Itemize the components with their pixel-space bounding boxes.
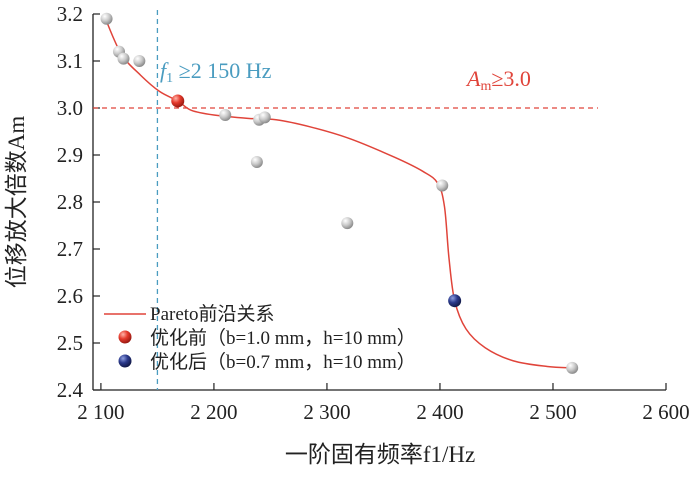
x-tick-label: 2 600 [642, 400, 689, 424]
pareto-front-line [104, 18, 573, 369]
candidate-point [566, 361, 579, 374]
candidate-point [133, 55, 146, 67]
threshold-layer [93, 10, 598, 390]
legend-label-before: 优化前（b=1.0 mm，h=10 mm） [150, 327, 416, 349]
y-tick-label: 2.4 [57, 378, 84, 402]
x-tick-label: 2 500 [529, 400, 576, 424]
y-tick-label: 2.9 [57, 143, 83, 167]
candidate-point [219, 109, 232, 122]
candidate-point [341, 217, 354, 230]
legend-label-after: 优化后（b=0.7 mm，h=10 mm） [150, 351, 416, 373]
candidate-point [100, 12, 113, 25]
candidate-point [436, 179, 449, 192]
candidate-point [117, 52, 130, 65]
y-tick-label: 3.1 [57, 49, 83, 73]
y-tick-label: 2.7 [57, 237, 83, 261]
amplification-threshold-label: Am≥3.0 [465, 66, 531, 94]
legend-marker-after [118, 354, 132, 368]
x-axis-title: 一阶固有频率f1/Hz [285, 442, 475, 467]
pareto-curve-layer [104, 18, 573, 369]
y-tick-label: 2.6 [57, 284, 83, 308]
after-optimization-point [448, 294, 462, 308]
ticks-layer: 2.4 2.5 2.6 2.7 2.8 2.9 3.0 3.1 3.2 2 100 2 200 2 3… [57, 2, 690, 424]
legend: Pareto前沿关系 优化前（b=1.0 mm，h=10 mm） 优化后（b=0… [104, 303, 416, 373]
frequency-threshold-label: f1 ≥2 150 Hz [160, 58, 272, 86]
x-tick-label: 2 200 [190, 400, 237, 424]
y-tick-label: 3.2 [57, 2, 83, 26]
x-tick-label: 2 300 [303, 400, 350, 424]
y-tick-label: 2.5 [57, 331, 83, 355]
candidate-point [250, 156, 263, 169]
y-axis-title: 位移放大倍数Am [4, 116, 29, 289]
points-layer [100, 12, 579, 374]
candidate-point [258, 111, 271, 124]
legend-label-pareto: Pareto前沿关系 [150, 303, 275, 325]
y-tick-label: 2.8 [57, 190, 83, 214]
y-tick-label: 3.0 [57, 96, 83, 120]
before-optimization-point [171, 94, 185, 108]
x-tick-label: 2 400 [416, 400, 463, 424]
x-tick-label: 2 100 [77, 400, 124, 424]
legend-marker-before [118, 330, 132, 344]
